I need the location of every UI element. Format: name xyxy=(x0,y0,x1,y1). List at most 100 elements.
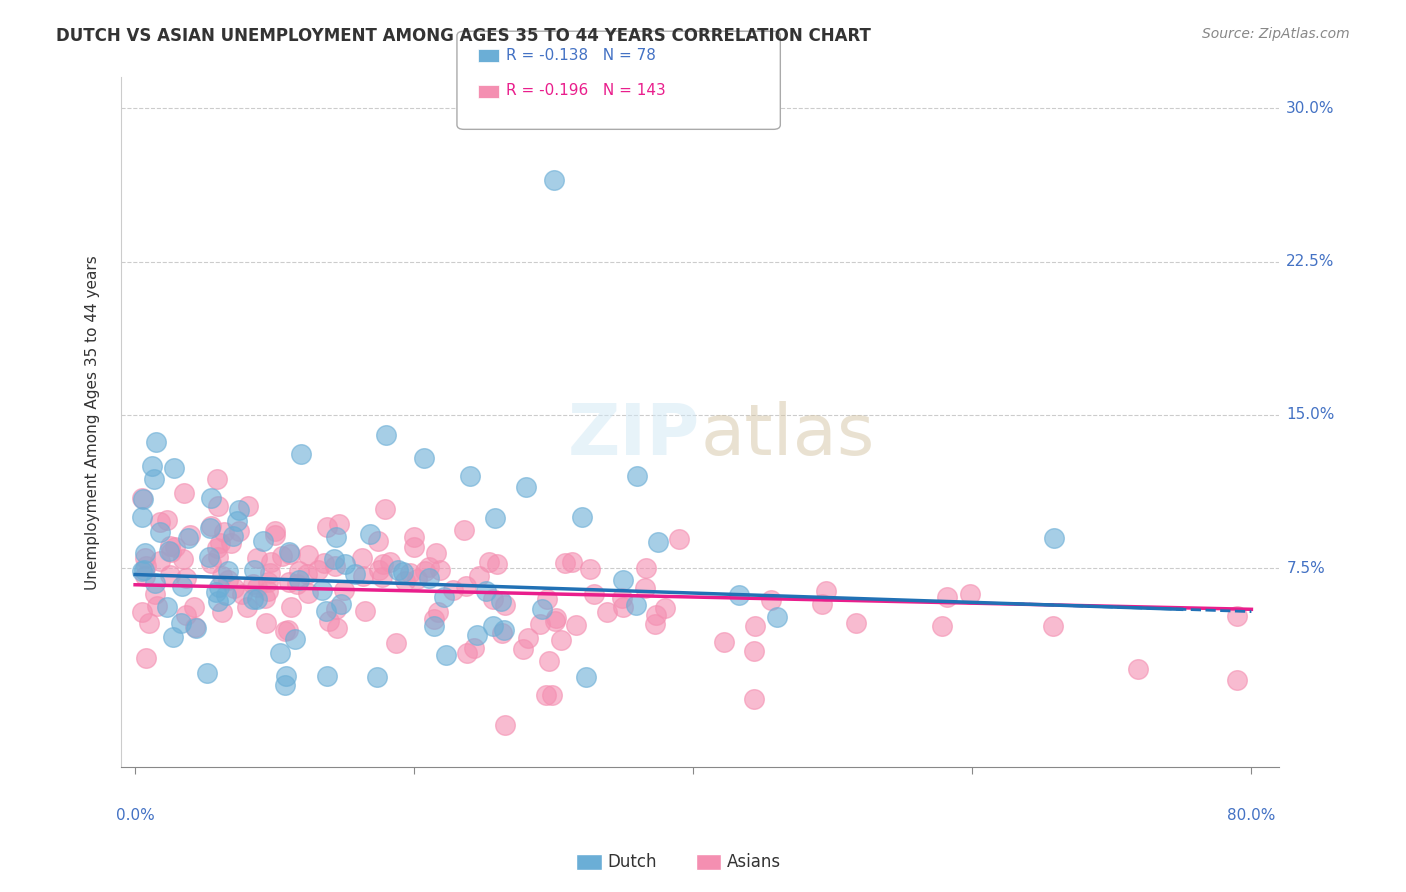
Point xyxy=(287,577,309,591)
Point xyxy=(423,612,446,626)
Point xyxy=(224,581,246,595)
Point xyxy=(575,670,598,684)
Point xyxy=(235,599,257,614)
Point xyxy=(205,472,228,486)
Point xyxy=(1043,531,1066,545)
Point xyxy=(228,503,250,517)
Point xyxy=(257,583,280,598)
Point xyxy=(367,533,389,548)
Point xyxy=(131,509,153,524)
Point xyxy=(626,469,648,483)
Point xyxy=(288,564,311,578)
Point xyxy=(284,632,307,647)
Point xyxy=(596,605,619,619)
Point xyxy=(270,549,292,564)
Point xyxy=(159,568,181,582)
Point xyxy=(143,587,166,601)
Point xyxy=(157,544,180,558)
Point xyxy=(612,574,634,588)
Point xyxy=(406,572,429,586)
Point xyxy=(316,520,339,534)
Point xyxy=(228,524,250,538)
Point xyxy=(392,565,415,579)
Point xyxy=(530,602,553,616)
Point xyxy=(494,598,516,612)
Point xyxy=(173,485,195,500)
Point xyxy=(399,566,422,580)
Point xyxy=(162,630,184,644)
Point xyxy=(387,563,409,577)
Point xyxy=(269,646,291,660)
Point xyxy=(172,552,194,566)
Point xyxy=(612,591,634,606)
Point xyxy=(654,601,676,615)
Point xyxy=(315,604,337,618)
Point xyxy=(429,563,451,577)
Point xyxy=(378,555,401,569)
Point xyxy=(146,599,169,614)
Point xyxy=(458,469,481,483)
Point xyxy=(415,564,437,578)
Point xyxy=(564,617,586,632)
Point xyxy=(463,641,485,656)
Point xyxy=(550,632,572,647)
Point xyxy=(208,580,231,594)
Point xyxy=(366,669,388,683)
Text: R = -0.138   N = 78: R = -0.138 N = 78 xyxy=(506,48,657,62)
Point xyxy=(418,559,440,574)
Point xyxy=(354,604,377,618)
Point xyxy=(278,574,301,589)
Point xyxy=(205,541,228,556)
Point xyxy=(1126,662,1149,676)
Point xyxy=(474,583,496,598)
Point xyxy=(242,591,264,606)
Point xyxy=(326,621,349,635)
Text: Source: ZipAtlas.com: Source: ZipAtlas.com xyxy=(1202,27,1350,41)
Point xyxy=(425,546,447,560)
Point xyxy=(328,517,350,532)
Point xyxy=(242,577,264,591)
Point xyxy=(713,635,735,649)
Point xyxy=(371,570,394,584)
Point xyxy=(288,573,311,587)
Point xyxy=(344,567,367,582)
Point xyxy=(246,580,269,594)
Point xyxy=(478,555,501,569)
Point xyxy=(486,558,509,572)
Point xyxy=(529,616,551,631)
Point xyxy=(200,491,222,505)
Point xyxy=(402,540,425,554)
Point xyxy=(252,533,274,548)
Point xyxy=(482,591,505,606)
Point xyxy=(143,576,166,591)
Point xyxy=(311,582,333,597)
Point xyxy=(209,536,232,550)
Point xyxy=(159,540,181,554)
Point xyxy=(257,574,280,589)
Point xyxy=(325,530,347,544)
Point xyxy=(318,614,340,628)
Point xyxy=(184,620,207,634)
Point xyxy=(211,606,233,620)
Point xyxy=(131,605,153,619)
Point xyxy=(742,692,765,706)
Point xyxy=(1042,619,1064,633)
Point xyxy=(484,511,506,525)
Point xyxy=(467,628,489,642)
Point xyxy=(207,594,229,608)
Point xyxy=(149,515,172,529)
Point xyxy=(149,554,172,568)
Point xyxy=(170,616,193,631)
Point xyxy=(544,614,567,628)
Y-axis label: Unemployment Among Ages 35 to 44 years: Unemployment Among Ages 35 to 44 years xyxy=(86,255,100,590)
Point xyxy=(217,573,239,587)
Point xyxy=(195,666,218,681)
Point xyxy=(543,172,565,186)
Point xyxy=(454,579,477,593)
Point xyxy=(290,447,312,461)
Point xyxy=(274,678,297,692)
Point xyxy=(634,561,657,575)
Point xyxy=(134,550,156,565)
Point xyxy=(633,582,655,596)
Point xyxy=(197,550,219,565)
